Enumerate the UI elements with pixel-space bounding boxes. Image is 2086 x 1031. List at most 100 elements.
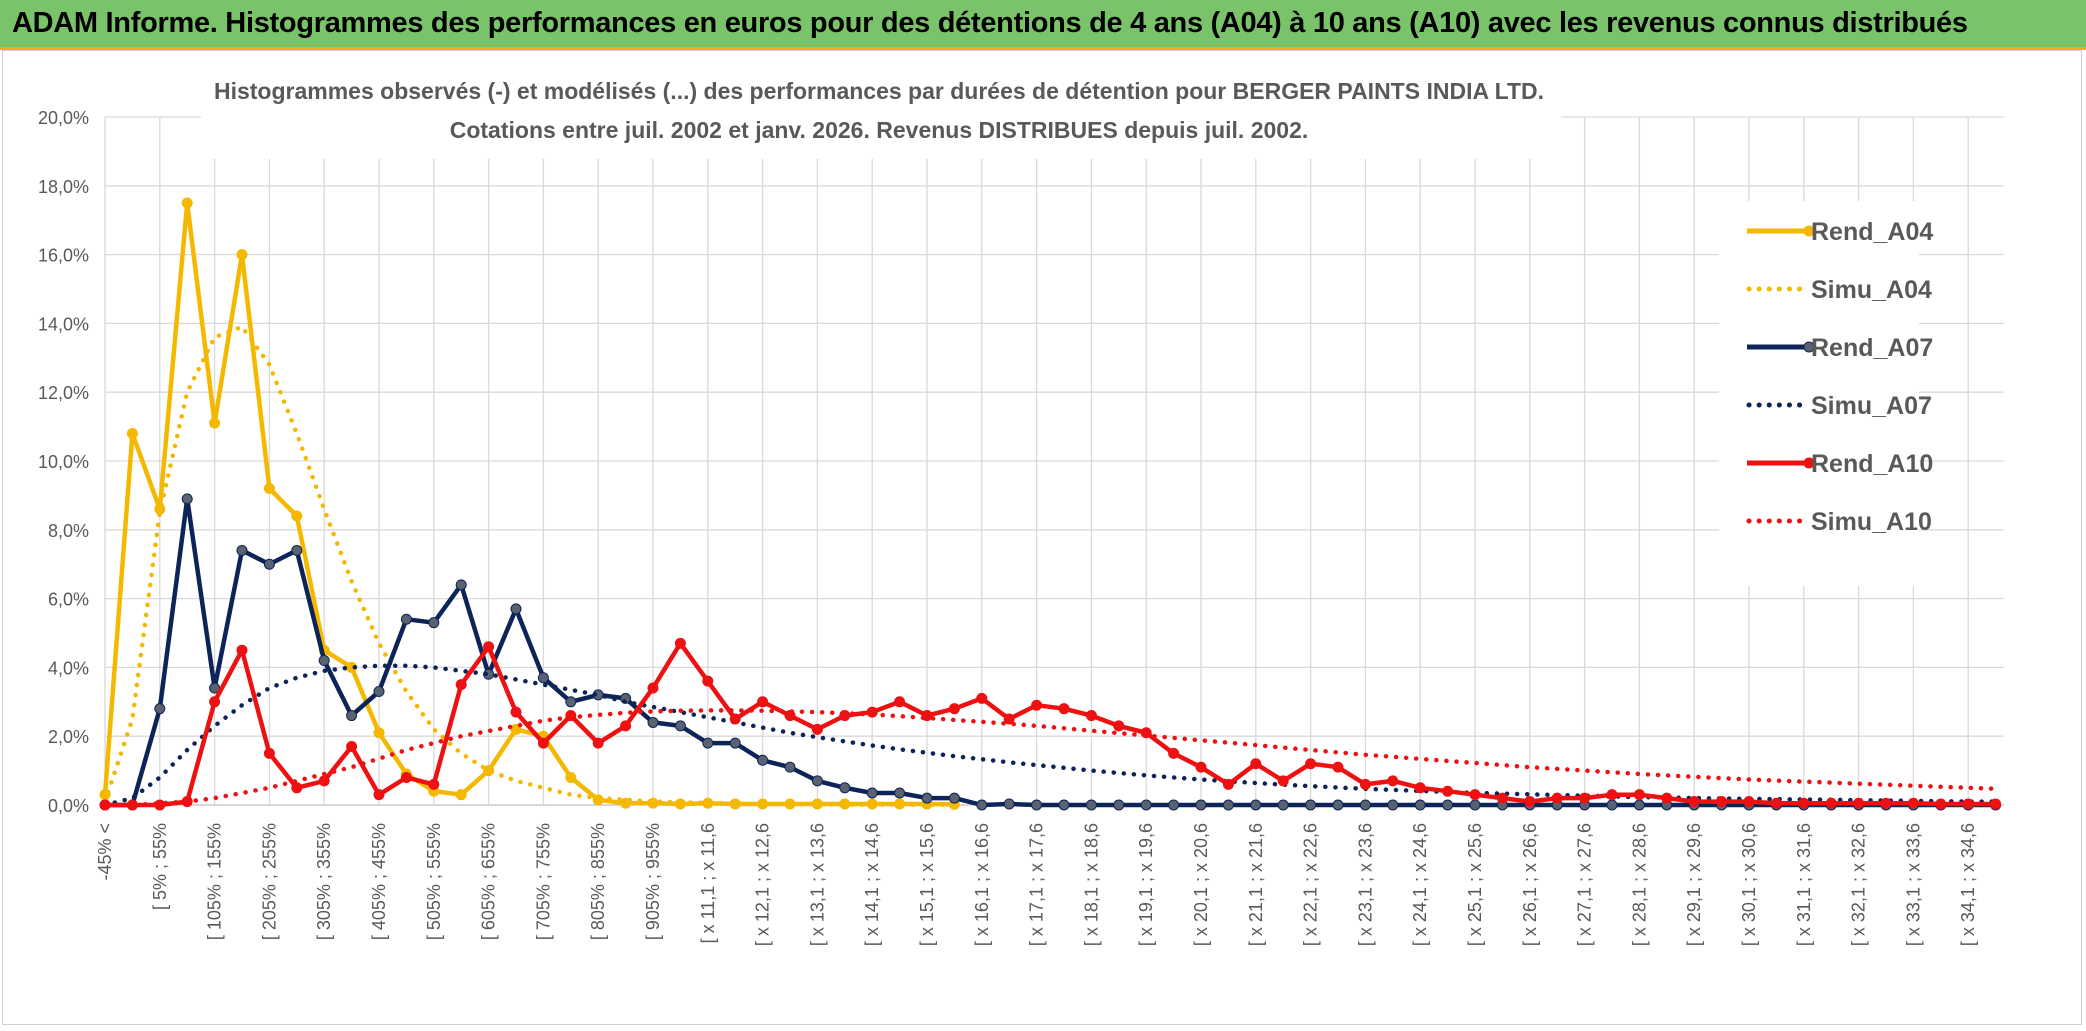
legend-background (1719, 201, 1919, 586)
data-point-rend-a07 (373, 685, 385, 697)
data-point-rend-a07 (1031, 799, 1043, 811)
x-tick-label: [ 305% ; 355% (314, 823, 334, 940)
legend-label-rend-a10: Rend_A10 (1811, 450, 1933, 478)
data-point-rend-a10 (1688, 796, 1700, 808)
x-tick-label: [ x 27,1 ; x 27,6 (1575, 823, 1595, 946)
y-tick-label: 0,0% (48, 796, 89, 816)
data-point-rend-a07 (400, 613, 412, 625)
x-tick-label: [ 405% ; 455% (369, 823, 389, 940)
data-point-rend-a10 (1962, 798, 1974, 810)
x-tick-label: [ x 16,1 ; x 16,6 (972, 823, 992, 946)
x-tick-label: [ 5% ; 55% (150, 823, 170, 910)
grid (104, 116, 2004, 806)
data-point-rend-a07 (866, 787, 878, 799)
data-point-rend-a07 (1387, 799, 1399, 811)
y-tick-label: 20,0% (38, 108, 89, 128)
data-point-rend-a10 (592, 737, 604, 749)
data-point-rend-a10 (620, 720, 632, 732)
data-point-rend-a07 (1140, 799, 1152, 811)
x-tick-label: [ x 14,1 ; x 14,6 (862, 823, 882, 946)
legend-marker-rend-a07 (1803, 341, 1815, 353)
legend: Rend_A04 Simu_A04 Rend_A07 Simu_A07 Rend_A10… (1719, 201, 1933, 586)
legend-label-simu-a04: Simu_A04 (1811, 276, 1932, 304)
data-point-rend-a10 (1880, 797, 1892, 809)
data-point-rend-a10 (1359, 778, 1371, 790)
data-point-rend-a07 (236, 544, 248, 556)
data-point-rend-a10 (1442, 785, 1454, 797)
legend-label-rend-a07: Rend_A07 (1811, 334, 1933, 362)
data-point-rend-a10 (1168, 747, 1180, 759)
data-point-rend-a10 (455, 679, 467, 691)
x-tick-label: [ x 34,1 ; x 34,6 (1958, 823, 1978, 946)
data-point-rend-a07 (921, 792, 933, 804)
data-point-rend-a10 (1085, 710, 1097, 722)
data-point-rend-a07 (1250, 799, 1262, 811)
data-point-rend-a04 (181, 197, 193, 209)
data-point-rend-a10 (647, 682, 659, 694)
data-point-rend-a07 (894, 787, 906, 799)
chart-title-box: Histogrammes observés (-) et modélisés (… (201, 55, 1561, 159)
data-point-rend-a07 (702, 737, 714, 749)
data-point-rend-a10 (1606, 789, 1618, 801)
series-line-rend-a10 (105, 641, 1996, 808)
x-tick-label: [ x 23,1 ; x 23,6 (1355, 823, 1375, 946)
data-point-rend-a07 (428, 617, 440, 629)
x-tick-label: [ x 32,1 ; x 32,6 (1849, 823, 1869, 946)
data-point-rend-a07 (1305, 799, 1317, 811)
data-point-rend-a10 (1798, 797, 1810, 809)
data-point-rend-a10 (1770, 797, 1782, 809)
data-point-rend-a07 (1195, 799, 1207, 811)
data-point-rend-a10 (1935, 798, 1947, 810)
data-point-rend-a07 (674, 720, 686, 732)
legend-label-rend-a04: Rend_A04 (1811, 218, 1933, 246)
data-point-rend-a07 (948, 792, 960, 804)
data-point-rend-a10 (1853, 797, 1865, 809)
x-tick-label: [ x 17,1 ; x 17,6 (1027, 823, 1047, 946)
data-point-rend-a07 (291, 544, 303, 556)
banner-title: ADAM Informe. Histogrammes des performan… (12, 7, 1968, 39)
data-point-rend-a10 (1551, 792, 1563, 804)
data-point-rend-a07 (455, 579, 467, 591)
data-point-rend-a10 (1907, 797, 1919, 809)
data-point-rend-a10 (1031, 699, 1043, 711)
data-point-rend-a07 (346, 710, 358, 722)
x-tick-label: [ 805% ; 855% (588, 823, 608, 940)
data-point-rend-a10 (1305, 758, 1317, 770)
chart: 0,0% 2,0% 4,0% 6,0% 8,0% 10,0% 12,0% 14,0% 16,0%… (38, 55, 2004, 946)
data-point-rend-a07 (1003, 798, 1015, 810)
data-point-rend-a10 (1222, 778, 1234, 790)
data-point-rend-a10 (318, 775, 330, 787)
data-point-rend-a04 (263, 483, 275, 495)
data-point-rend-a10 (1414, 782, 1426, 794)
data-point-rend-a07 (1058, 799, 1070, 811)
legend-marker-rend-a10 (1803, 457, 1815, 469)
data-point-rend-a07 (263, 558, 275, 570)
data-point-rend-a10 (1743, 796, 1755, 808)
chart-frame: 0,0% 2,0% 4,0% 6,0% 8,0% 10,0% 12,0% 14,0% 16,0%… (2, 50, 2082, 1025)
x-tick-label: [ x 13,1 ; x 13,6 (807, 823, 827, 946)
data-point-rend-a07 (1359, 799, 1371, 811)
x-tick-label: [ 605% ; 655% (479, 823, 499, 940)
data-point-rend-a10 (291, 782, 303, 794)
series-line-rend-a07 (105, 496, 1996, 808)
data-point-rend-a10 (948, 703, 960, 715)
y-tick-label: 12,0% (38, 383, 89, 403)
data-point-rend-a10 (346, 741, 358, 753)
series-line-rend-a04 (102, 200, 955, 807)
y-tick-label: 16,0% (38, 246, 89, 266)
data-point-rend-a10 (428, 778, 440, 790)
data-point-rend-a04 (209, 417, 221, 429)
data-point-rend-a10 (373, 789, 385, 801)
y-tick-label: 4,0% (48, 658, 89, 678)
data-point-rend-a10 (1524, 796, 1536, 808)
data-point-rend-a10 (537, 737, 549, 749)
x-tick-label: [ 205% ; 255% (259, 823, 279, 940)
data-point-rend-a07 (729, 737, 741, 749)
data-point-rend-a07 (1606, 799, 1618, 811)
data-point-rend-a10 (702, 675, 714, 687)
data-point-rend-a07 (811, 775, 823, 787)
x-axis: -45% < [ 5% ; 55% [ 105% ; 155% [ 205% ; 25… (95, 823, 1978, 946)
x-tick-label: [ x 12,1 ; x 12,6 (753, 823, 773, 946)
data-point-rend-a10 (1496, 792, 1508, 804)
data-point-rend-a07 (1277, 799, 1289, 811)
